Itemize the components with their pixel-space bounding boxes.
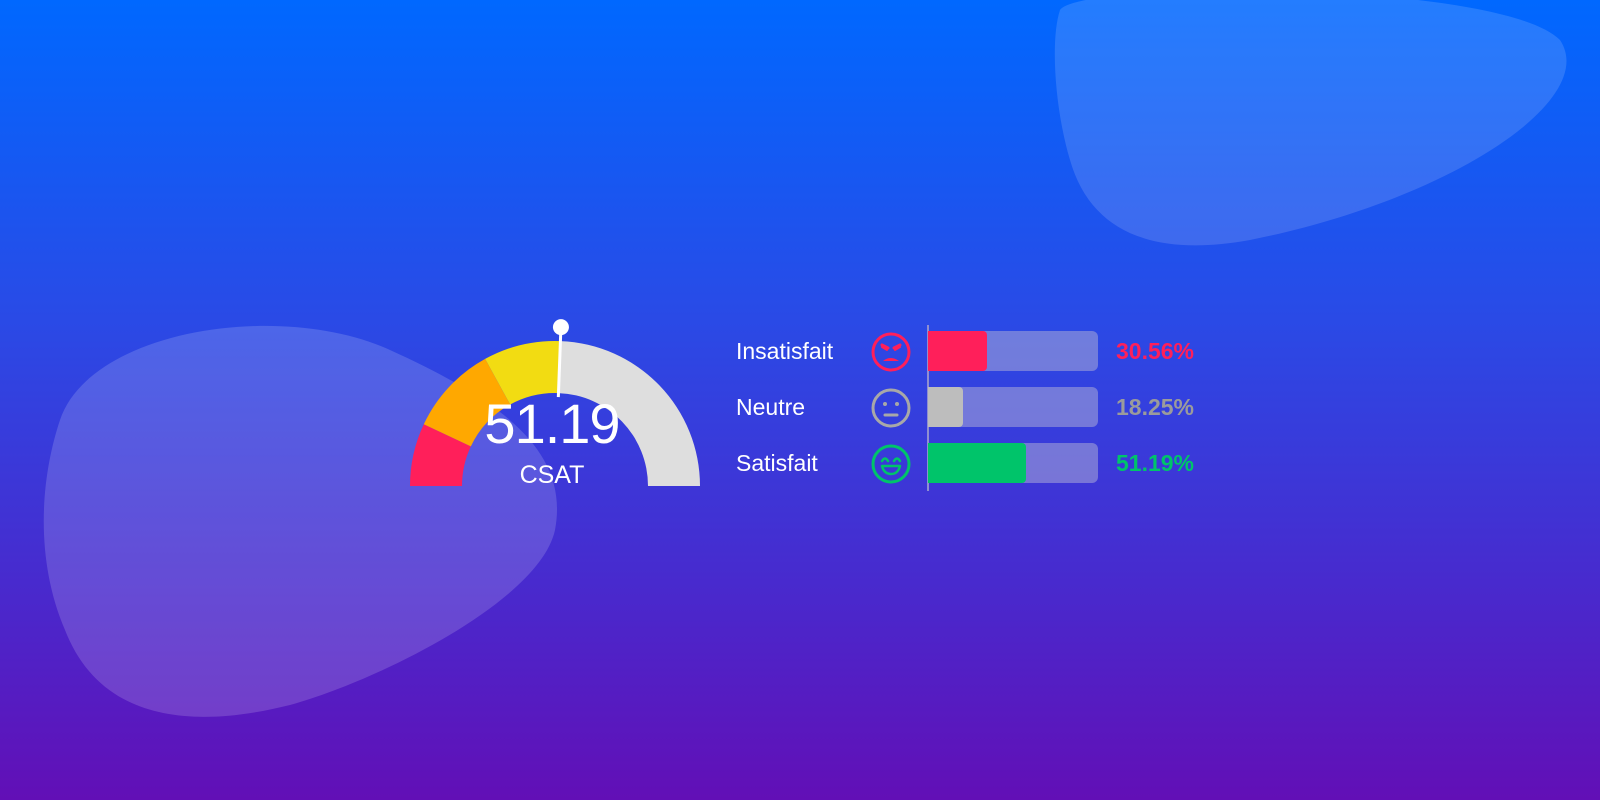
bar-value-label: 18.25%	[1115, 394, 1194, 420]
bar-value-label: 51.19%	[1115, 450, 1194, 476]
bar-value-label: 30.56%	[1115, 338, 1194, 364]
gauge-segment-2	[485, 341, 561, 405]
bar-satisfait	[928, 443, 1027, 483]
bar-label: Satisfait	[736, 450, 818, 476]
bar-row-satisfait: Satisfait 51.19%	[0, 443, 1600, 484]
gauge-label: CSAT	[519, 461, 585, 489]
bar-track	[928, 387, 1098, 427]
gauge-segment-0	[410, 424, 471, 486]
gauge-needle	[556, 327, 563, 398]
bar-row-neutre: Neutre 18.25%	[0, 387, 1600, 428]
gauge-segment-1	[423, 358, 511, 447]
bar-track	[928, 331, 1098, 371]
bar-label: Neutre	[736, 394, 806, 420]
happy-face-icon	[871, 444, 911, 484]
gauge-segment-3	[558, 341, 700, 486]
bar-insatisfait	[928, 331, 987, 371]
bar-row-insatisfait: Insatisfait 30.56%	[0, 331, 1600, 372]
gauge-needle-knob	[552, 319, 569, 336]
bar-track	[928, 443, 1098, 483]
bar-label: Insatisfait	[736, 338, 834, 364]
angry-face-icon	[871, 332, 911, 372]
bar-neutre	[928, 387, 964, 427]
gauge-value: 51.19	[484, 392, 620, 455]
csat-gauge	[410, 319, 700, 486]
neutral-face-icon	[871, 388, 911, 428]
